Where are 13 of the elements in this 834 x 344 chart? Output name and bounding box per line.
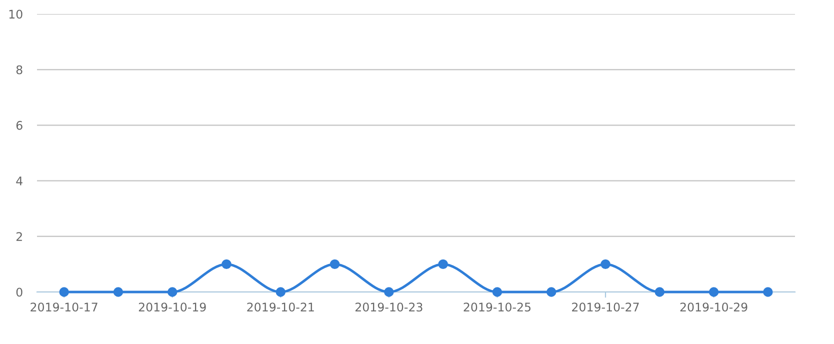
y-tick-label: 4 — [16, 176, 22, 186]
y-tick-label: 2 — [16, 232, 22, 241]
x-tick-label: 2019-10-19 — [138, 302, 206, 312]
x-tick-label: 2019-10-17 — [30, 302, 98, 312]
y-tick-label: 10 — [9, 10, 22, 19]
x-tick-label: 2019-10-29 — [680, 302, 748, 312]
y-tick-label: 8 — [16, 65, 22, 74]
x-tick-label: 2019-10-21 — [247, 302, 314, 312]
y-tick-label: 0 — [16, 288, 22, 297]
x-tick-label: 2019-10-25 — [464, 302, 530, 312]
x-tick-label: 2019-10-27 — [572, 302, 639, 312]
x-tick-label: 2019-10-23 — [355, 302, 422, 312]
y-tick-label: 6 — [16, 120, 22, 130]
